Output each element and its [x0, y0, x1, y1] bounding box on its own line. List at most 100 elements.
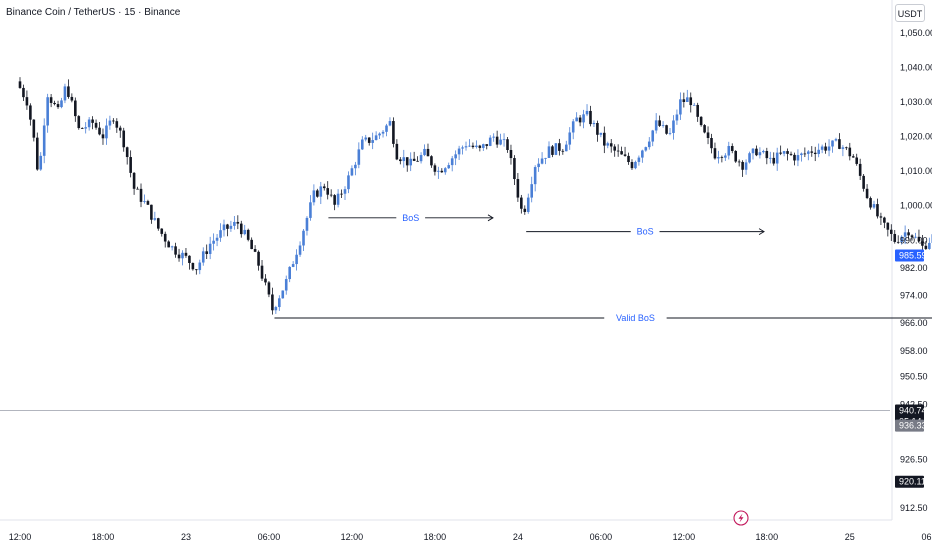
candle: [730, 143, 734, 154]
candle: [603, 126, 606, 154]
candle: [18, 77, 22, 89]
price-pill-target: 985.59: [895, 249, 927, 262]
candle-body: [627, 155, 630, 163]
candle-body: [278, 298, 281, 308]
candle-body: [914, 236, 917, 238]
candle-body: [229, 225, 233, 229]
candle-body: [924, 245, 928, 249]
candle-body: [793, 154, 796, 161]
candle-body: [305, 217, 309, 231]
candle-body: [257, 251, 260, 266]
candle-body: [637, 157, 641, 162]
candle-body: [582, 114, 585, 123]
x-tick-label: 18:00: [424, 532, 447, 542]
candle: [851, 154, 855, 158]
candle-body: [350, 168, 354, 176]
candle: [322, 183, 326, 191]
candle: [623, 146, 627, 157]
candle: [157, 217, 160, 231]
candle: [685, 89, 689, 103]
x-tick-label: 12:00: [673, 532, 696, 542]
candle-body: [772, 157, 776, 164]
candle-body: [734, 150, 738, 162]
candle: [606, 141, 610, 149]
candle-body: [893, 233, 897, 242]
candle: [243, 224, 247, 236]
candle-body: [471, 145, 475, 148]
candle: [336, 189, 340, 208]
x-tick-label: 06:00: [590, 532, 613, 542]
y-tick-label: 1,040.00: [900, 63, 932, 73]
candle: [703, 124, 706, 134]
candle: [879, 212, 883, 226]
candle-body: [409, 158, 412, 166]
candle-body: [122, 130, 126, 148]
candle: [150, 204, 153, 224]
candle-body: [755, 148, 758, 156]
candle-body: [661, 125, 665, 126]
candle-body: [699, 116, 703, 126]
candle: [423, 144, 426, 157]
candle-body: [143, 201, 146, 202]
candle-body: [921, 241, 924, 246]
candle: [60, 97, 63, 109]
candle-body: [724, 155, 727, 158]
candle-body: [558, 143, 561, 151]
candle: [765, 147, 769, 165]
candle: [143, 194, 146, 204]
candle-body: [478, 145, 482, 148]
candle: [540, 152, 544, 165]
candle-body: [796, 155, 800, 161]
candle: [675, 109, 679, 125]
candles: [18, 77, 932, 315]
candle: [758, 147, 762, 159]
candle-body: [488, 137, 492, 146]
candle: [174, 242, 177, 258]
candle-body: [198, 262, 202, 271]
candle-body: [762, 150, 765, 153]
candle-body: [461, 147, 464, 149]
candle: [447, 162, 451, 169]
candle: [101, 128, 105, 145]
candle-body: [482, 144, 485, 148]
candle-body: [675, 114, 679, 121]
candle: [561, 148, 565, 155]
candle-body: [717, 157, 720, 159]
bos-annotation: Valid BoS: [274, 313, 932, 323]
candle: [609, 139, 613, 153]
candle: [284, 275, 288, 295]
candle-body: [312, 190, 316, 203]
candle-body: [284, 279, 288, 291]
candle-body: [129, 157, 132, 173]
candle: [416, 156, 419, 162]
candle: [869, 196, 872, 210]
candle: [824, 142, 827, 154]
lightning-icon[interactable]: [733, 510, 749, 526]
candle: [526, 193, 530, 214]
candle: [855, 153, 859, 166]
candle: [807, 150, 810, 161]
candle: [305, 216, 309, 236]
candle-body: [910, 235, 914, 237]
candle: [651, 129, 655, 147]
candle: [582, 109, 585, 129]
candle-body: [67, 86, 70, 97]
candle-body: [322, 186, 326, 189]
candle-body: [364, 137, 368, 140]
candle-body: [502, 139, 506, 141]
candle-body: [492, 136, 495, 138]
currency-badge[interactable]: USDT: [895, 4, 925, 22]
candle-body: [744, 162, 748, 170]
candle: [250, 237, 253, 250]
candle: [737, 159, 741, 167]
candle: [219, 223, 222, 242]
x-tick-label: 06:00: [922, 532, 932, 542]
candle: [775, 147, 779, 171]
price-pill-stop: 920.11: [895, 475, 926, 488]
candle-body: [236, 221, 240, 224]
candle: [108, 115, 112, 130]
candle-body: [87, 119, 91, 128]
candle-body: [212, 240, 215, 244]
candle-body: [858, 163, 862, 176]
